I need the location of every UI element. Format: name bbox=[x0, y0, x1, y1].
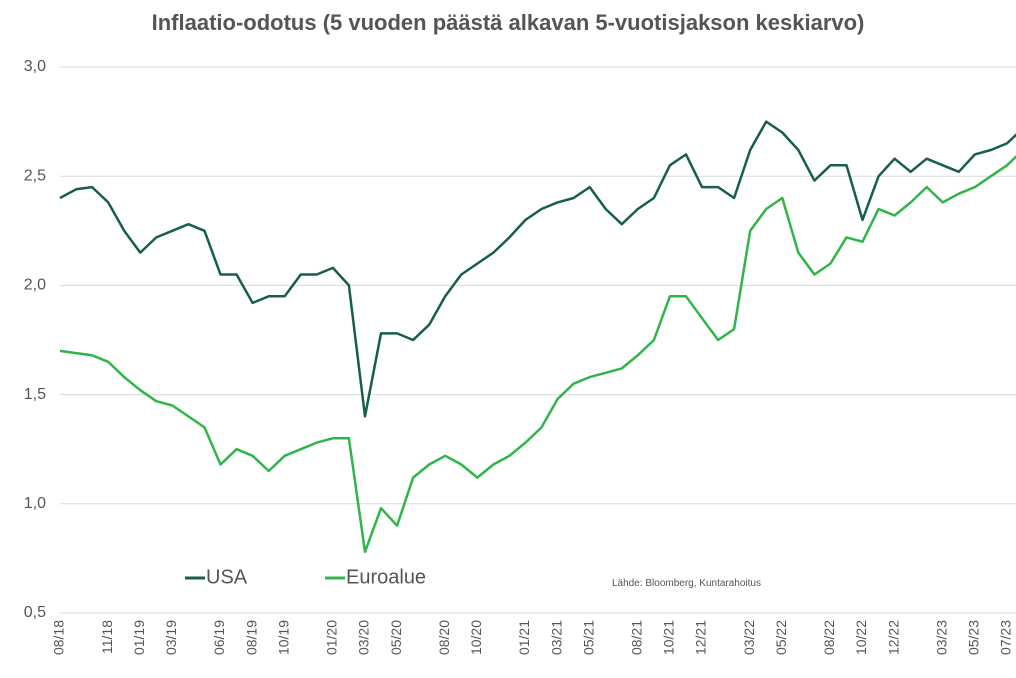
x-tick-label: 12/22 bbox=[885, 620, 901, 655]
x-tick-label: 03/19 bbox=[163, 620, 179, 655]
x-tick-label: 05/20 bbox=[388, 620, 404, 655]
y-tick-label: 2,0 bbox=[24, 277, 46, 294]
y-tick-label: 1,5 bbox=[24, 386, 46, 403]
x-tick-label: 08/21 bbox=[629, 620, 645, 655]
line-series bbox=[59, 155, 1016, 554]
x-tick-label: 05/22 bbox=[773, 620, 789, 655]
y-tick-label: 0,5 bbox=[24, 604, 46, 621]
x-tick-label: 07/23 bbox=[998, 620, 1014, 655]
x-tick-label: 06/19 bbox=[211, 620, 227, 655]
y-tick-label: 2,5 bbox=[24, 167, 46, 184]
x-tick-label: 01/21 bbox=[516, 620, 532, 655]
x-tick-label: 12/21 bbox=[693, 620, 709, 655]
x-tick-label: 10/19 bbox=[275, 620, 291, 655]
x-tick-label: 03/20 bbox=[356, 620, 372, 655]
x-tick-label: 08/22 bbox=[821, 620, 837, 655]
x-tick-label: 08/18 bbox=[51, 620, 67, 655]
x-tick-label: 01/20 bbox=[324, 620, 340, 655]
x-tick-label: 05/21 bbox=[580, 620, 596, 655]
x-tick-label: 08/19 bbox=[243, 620, 259, 655]
y-tick-label: 1,0 bbox=[24, 495, 46, 512]
x-tick-label: 01/19 bbox=[131, 620, 147, 655]
x-tick-label: 10/22 bbox=[853, 620, 869, 655]
x-tick-label: 11/18 bbox=[99, 620, 115, 654]
x-tick-label: 03/22 bbox=[741, 620, 757, 655]
chart-title: Inflaatio-odotus (5 vuoden päästä alkava… bbox=[152, 10, 865, 35]
legend-label: Euroalue bbox=[346, 566, 426, 588]
x-tick-label: 03/21 bbox=[548, 620, 564, 655]
line-series bbox=[59, 120, 1016, 418]
source-note: Lähde: Bloomberg, Kuntarahoitus bbox=[612, 578, 761, 589]
x-tick-label: 10/21 bbox=[661, 620, 677, 655]
x-tick-label: 08/20 bbox=[436, 620, 452, 655]
legend-label: USA bbox=[206, 566, 248, 588]
y-tick-label: 3,0 bbox=[24, 58, 46, 75]
x-tick-label: 03/23 bbox=[933, 620, 949, 655]
x-tick-label: 05/23 bbox=[966, 620, 982, 655]
x-tick-label: 10/20 bbox=[468, 620, 484, 655]
